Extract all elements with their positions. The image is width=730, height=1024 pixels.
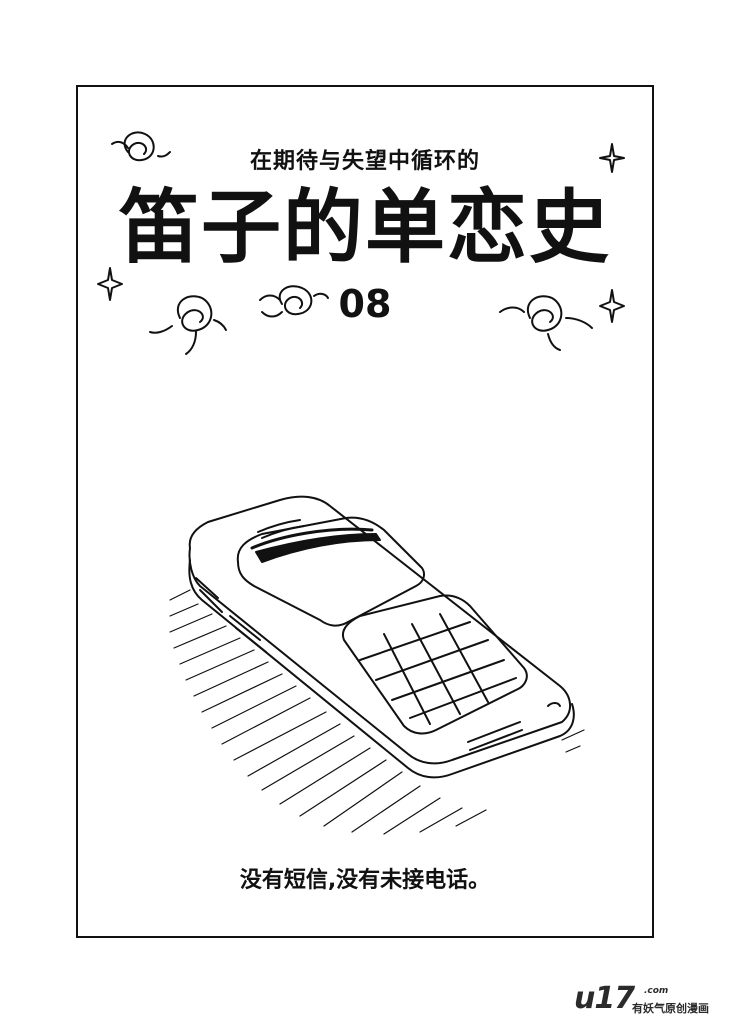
watermark-domain: .com [644,986,669,996]
chapter-number: 08 [338,282,392,326]
panel-border [76,85,654,938]
sparkle-icon-top-right [599,143,625,173]
watermark-slogan: 有妖气原创漫画 [632,1002,709,1015]
sparkle-icon-right [599,289,625,323]
sparkle-icon-left [97,267,123,301]
rose-icon-top-left [111,131,171,162]
rose-icon-right [499,295,593,351]
rose-icon-left [149,295,227,355]
shadow-hatching [169,589,585,835]
site-watermark: u17 .com 有妖气原创漫画 [574,984,722,1020]
cover-caption: 没有短信,没有未接电话。 [239,868,491,893]
rose-icon-center [259,285,329,318]
cover-subtitle: 在期待与失望中循环的 [249,149,480,174]
cover-title: 笛子的单恋史 [119,181,611,274]
phone-icon [188,495,575,779]
u17-logo: u17 [574,981,635,1016]
